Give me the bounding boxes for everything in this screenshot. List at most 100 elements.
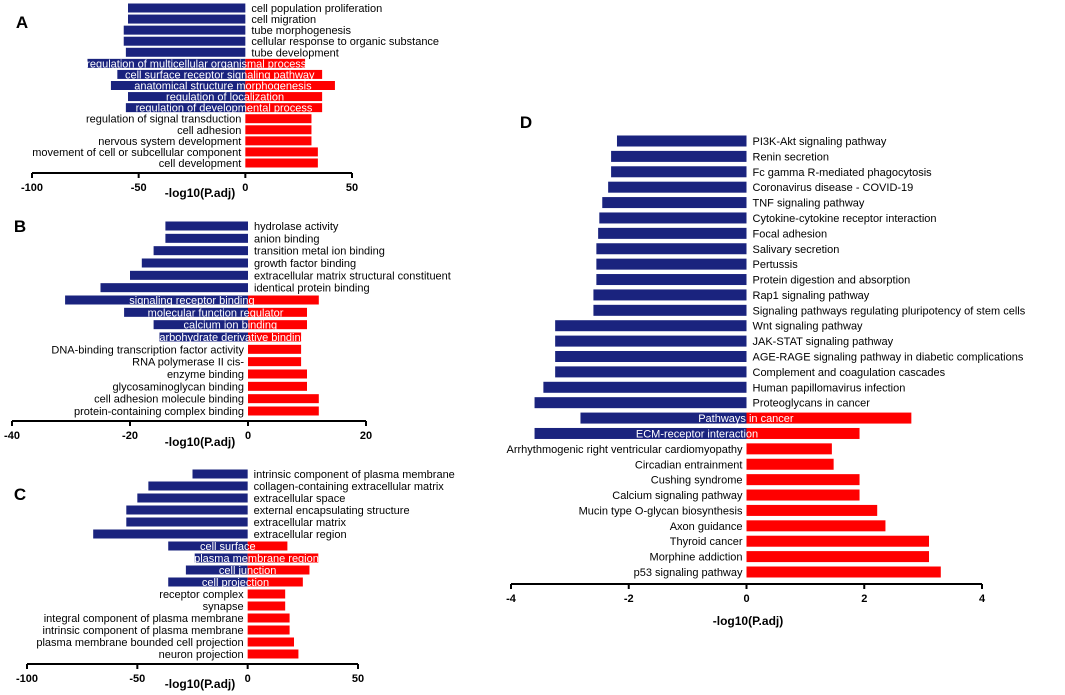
x-axis-title: -log10(P.adj) bbox=[165, 435, 235, 449]
category-label: Complement and coagulation cascades bbox=[753, 367, 946, 379]
bar-negative bbox=[608, 181, 747, 193]
bar-positive bbox=[245, 147, 318, 157]
bar-negative bbox=[534, 427, 747, 439]
category-label: neuron projection bbox=[159, 649, 244, 661]
category-label: Circadian entrainment bbox=[635, 459, 743, 471]
panel-label: D bbox=[520, 113, 532, 132]
bar-negative bbox=[148, 481, 248, 491]
category-label: collagen-containing extracellular matrix bbox=[254, 481, 445, 493]
bar-negative bbox=[599, 212, 747, 224]
x-tick-label: 0 bbox=[743, 593, 749, 605]
bar-negative bbox=[555, 335, 747, 347]
bar-negative bbox=[616, 135, 747, 147]
bar-positive bbox=[746, 551, 930, 563]
bar-positive bbox=[247, 589, 286, 599]
category-label: JAK-STAT signaling pathway bbox=[753, 336, 894, 348]
bar-negative bbox=[153, 320, 248, 330]
x-tick-label: -2 bbox=[624, 593, 634, 605]
category-label: cellular response to organic substance bbox=[251, 36, 439, 48]
x-tick-label: -20 bbox=[122, 430, 138, 442]
bar-positive bbox=[248, 344, 302, 354]
bar-negative bbox=[555, 366, 747, 378]
bar-positive bbox=[248, 320, 307, 330]
category-label: movement of cell or subcellular componen… bbox=[32, 147, 241, 159]
category-label: plasma membrane bounded cell projection bbox=[36, 637, 243, 649]
bar-negative bbox=[593, 289, 747, 301]
bar-positive bbox=[245, 58, 306, 68]
bar-negative bbox=[555, 351, 747, 362]
x-axis-title: -log10(P.adj) bbox=[713, 614, 783, 628]
category-label: protein-containing complex binding bbox=[74, 406, 244, 418]
category-label: cell development bbox=[159, 158, 242, 170]
category-label: intrinsic component of plasma membrane bbox=[254, 469, 455, 481]
category-label: cell surface receptor signaling pathway bbox=[125, 69, 315, 81]
bar-positive bbox=[248, 406, 319, 416]
bar-negative bbox=[125, 47, 246, 57]
category-label: regulation of localization bbox=[166, 92, 284, 104]
category-label: carbohydrate derivative binding bbox=[154, 332, 307, 344]
bar-negative bbox=[598, 227, 747, 239]
bar-negative bbox=[128, 92, 246, 102]
category-label: Human papillomavirus infection bbox=[753, 382, 906, 394]
category-label: calcium ion binding bbox=[184, 320, 278, 332]
category-label: Calcium signaling pathway bbox=[612, 490, 743, 502]
category-label: p53 signaling pathway bbox=[634, 567, 743, 579]
bar-positive bbox=[247, 553, 319, 563]
bar-negative bbox=[126, 517, 248, 527]
bar-negative bbox=[159, 332, 248, 342]
bar-positive bbox=[746, 566, 941, 578]
bar-positive bbox=[245, 69, 323, 79]
category-label: Morphine addiction bbox=[650, 552, 743, 564]
x-tick-label: 0 bbox=[245, 673, 251, 685]
category-label: cell migration bbox=[251, 14, 316, 26]
bar-positive bbox=[248, 369, 307, 379]
bar-negative bbox=[123, 25, 246, 35]
x-tick-label: -40 bbox=[4, 430, 20, 442]
category-label: AGE-RAGE signaling pathway in diabetic c… bbox=[753, 352, 1024, 364]
category-label: Arrhythmogenic right ventricular cardiom… bbox=[507, 444, 743, 456]
category-label: hydrolase activity bbox=[254, 221, 339, 233]
bar-positive bbox=[247, 637, 295, 647]
bar-negative bbox=[130, 270, 248, 280]
bar-positive bbox=[746, 427, 860, 439]
category-label: cell adhesion bbox=[177, 125, 241, 137]
category-label: Salivary secretion bbox=[753, 244, 840, 256]
bar-positive bbox=[245, 92, 323, 102]
category-label: Wnt signaling pathway bbox=[753, 321, 864, 333]
category-label: Signaling pathways regulating pluripoten… bbox=[753, 305, 1026, 317]
x-tick-label: 2 bbox=[861, 593, 867, 605]
bar-positive bbox=[746, 458, 834, 470]
bar-positive bbox=[746, 412, 912, 424]
bar-positive bbox=[247, 577, 303, 587]
bar-positive bbox=[245, 114, 312, 124]
x-tick-label: 0 bbox=[242, 182, 248, 194]
bar-negative bbox=[124, 307, 248, 317]
category-label: Pertussis bbox=[753, 259, 799, 271]
category-label: extracellular region bbox=[254, 529, 347, 541]
x-tick-label: 4 bbox=[979, 593, 986, 605]
category-label: Cushing syndrome bbox=[651, 475, 743, 487]
bar-negative bbox=[110, 81, 246, 90]
bar-positive bbox=[248, 307, 307, 317]
category-label: plasma membrane region bbox=[194, 553, 319, 565]
category-label: external encapsulating structure bbox=[254, 505, 410, 517]
bar-positive bbox=[245, 125, 312, 135]
bar-positive bbox=[245, 136, 312, 146]
category-label: receptor complex bbox=[159, 589, 244, 601]
category-label: extracellular space bbox=[254, 493, 346, 505]
category-label: extracellular matrix structural constitu… bbox=[254, 270, 451, 282]
bar-positive bbox=[247, 625, 290, 635]
bar-negative bbox=[93, 529, 248, 539]
category-label: Axon guidance bbox=[670, 521, 743, 533]
category-label: Cytokine-cytokine receptor interaction bbox=[753, 213, 937, 225]
bar-negative bbox=[117, 69, 246, 79]
x-axis-title: -log10(P.adj) bbox=[165, 186, 235, 200]
category-label: nervous system development bbox=[98, 136, 241, 148]
category-label: regulation of developmental process bbox=[136, 103, 313, 115]
bar-negative bbox=[123, 36, 246, 46]
bar-negative bbox=[194, 553, 248, 563]
category-label: Proteoglycans in cancer bbox=[753, 398, 871, 410]
